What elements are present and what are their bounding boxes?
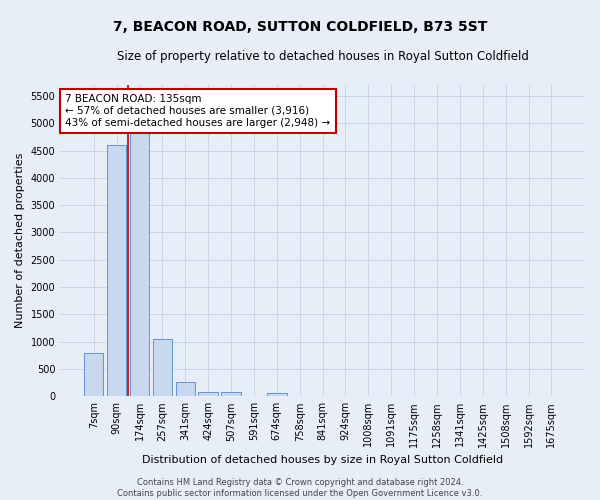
Text: Contains HM Land Registry data © Crown copyright and database right 2024.
Contai: Contains HM Land Registry data © Crown c… xyxy=(118,478,482,498)
Bar xyxy=(267,393,287,396)
Title: Size of property relative to detached houses in Royal Sutton Coldfield: Size of property relative to detached ho… xyxy=(116,50,529,63)
X-axis label: Distribution of detached houses by size in Royal Sutton Coldfield: Distribution of detached houses by size … xyxy=(142,455,503,465)
Bar xyxy=(199,392,218,396)
Text: 7, BEACON ROAD, SUTTON COLDFIELD, B73 5ST: 7, BEACON ROAD, SUTTON COLDFIELD, B73 5S… xyxy=(113,20,487,34)
Bar xyxy=(176,382,195,396)
Bar xyxy=(152,339,172,396)
Text: 7 BEACON ROAD: 135sqm
← 57% of detached houses are smaller (3,916)
43% of semi-d: 7 BEACON ROAD: 135sqm ← 57% of detached … xyxy=(65,94,331,128)
Bar xyxy=(84,352,103,397)
Bar xyxy=(221,392,241,396)
Y-axis label: Number of detached properties: Number of detached properties xyxy=(15,153,25,328)
Bar xyxy=(107,145,127,397)
Bar xyxy=(130,96,149,396)
